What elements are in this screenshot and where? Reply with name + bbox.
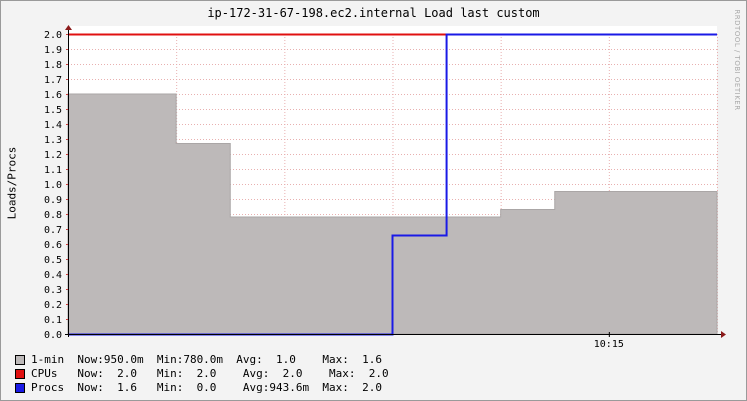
legend-entry: CPUs Now: 2.0 Min: 2.0 Avg: 2.0 Max: 2.0 — [15, 367, 389, 381]
y-tick-label: 0.6 — [44, 240, 62, 251]
y-tick-label: 1.2 — [44, 150, 62, 161]
y-tick-label: 0.9 — [44, 195, 62, 206]
legend-text: Procs Now: 1.6 Min: 0.0 Avg:943.6m Max: … — [31, 381, 382, 394]
chart-title: ip-172-31-67-198.ec2.internal Load last … — [207, 6, 540, 20]
y-tick-label: 2.0 — [44, 30, 62, 41]
y-tick-label: 1.5 — [44, 105, 62, 116]
legend-swatch — [15, 383, 25, 393]
y-tick-label: 1.9 — [44, 45, 62, 56]
x-axis-arrow — [721, 331, 726, 338]
legend-entry: Procs Now: 1.6 Min: 0.0 Avg:943.6m Max: … — [15, 381, 389, 395]
legend-text: CPUs Now: 2.0 Min: 2.0 Avg: 2.0 Max: 2.0 — [31, 367, 389, 380]
y-tick-label: 0.8 — [44, 210, 62, 221]
x-tick-label: 10:15 — [594, 339, 624, 350]
y-tick-label: 1.0 — [44, 180, 62, 191]
y-tick-label: 1.1 — [44, 165, 62, 176]
y-tick-label: 1.4 — [44, 120, 62, 131]
legend-swatch — [15, 355, 25, 365]
y-tick-label: 1.7 — [44, 75, 62, 86]
y-tick-label: 0.7 — [44, 225, 62, 236]
y-tick-label: 0.1 — [44, 315, 62, 326]
legend-entry: 1-min Now:950.0m Min:780.0m Avg: 1.0 Max… — [15, 353, 389, 367]
y-tick-label: 1.3 — [44, 135, 62, 146]
y-tick-label: 1.6 — [44, 90, 62, 101]
legend: 1-min Now:950.0m Min:780.0m Avg: 1.0 Max… — [15, 353, 389, 395]
y-tick-label: 1.8 — [44, 60, 62, 71]
y-tick-label: 0.0 — [44, 330, 62, 341]
series-area-1-min — [67, 93, 718, 335]
y-tick-label: 0.3 — [44, 285, 62, 296]
legend-swatch — [15, 369, 25, 379]
y-tick-label: 0.2 — [44, 300, 62, 311]
y-tick-label: 0.4 — [44, 270, 62, 281]
y-tick-label: 0.5 — [44, 255, 62, 266]
legend-text: 1-min Now:950.0m Min:780.0m Avg: 1.0 Max… — [31, 353, 382, 366]
y-axis-arrow — [65, 25, 72, 30]
